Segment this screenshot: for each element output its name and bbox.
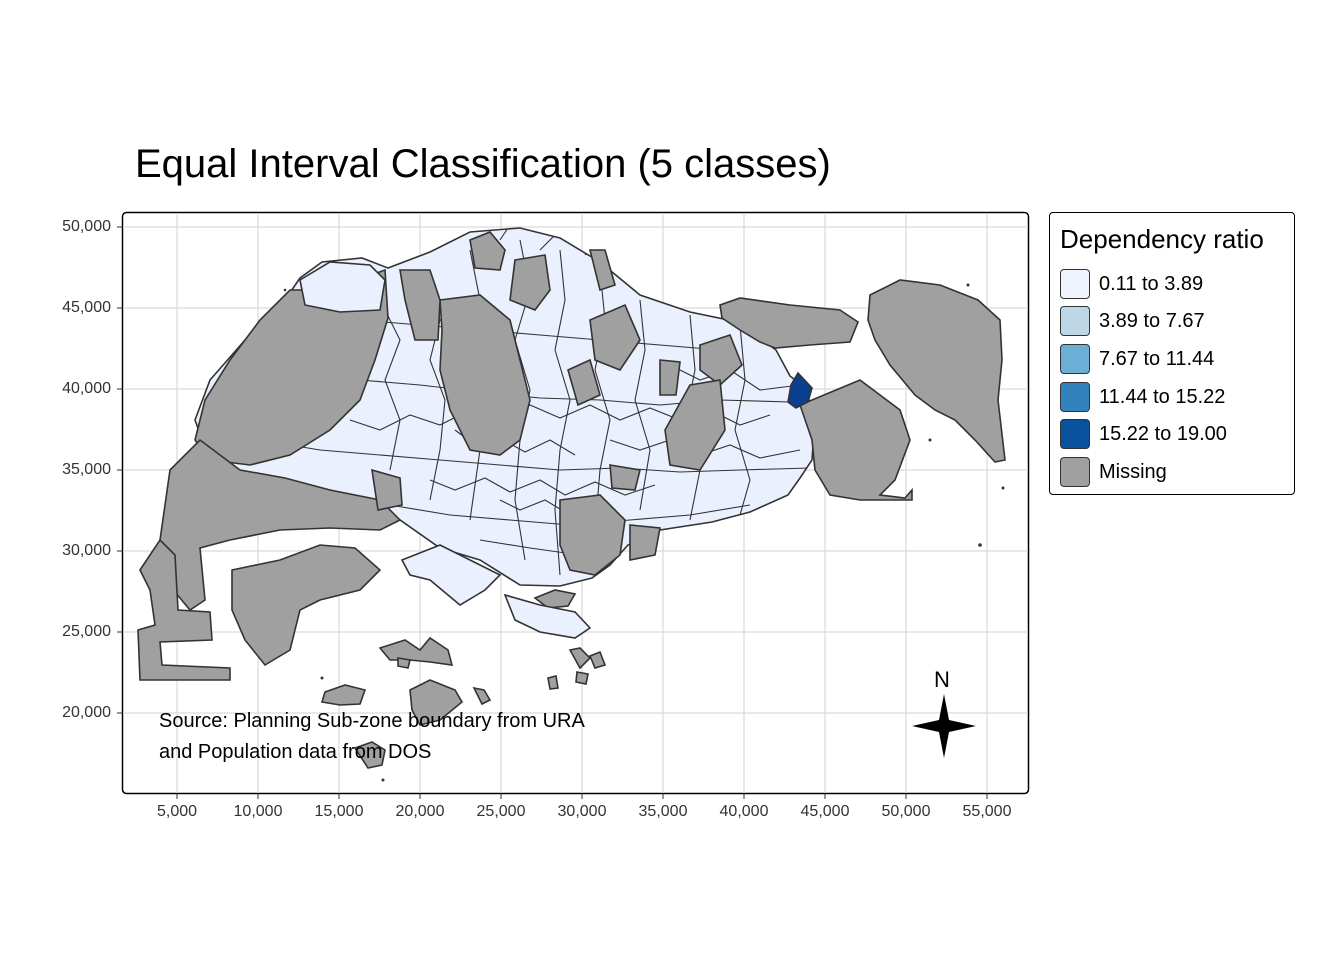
compass-icon [912,694,976,758]
lim-chu-kang-zone [299,261,386,313]
legend-swatch [1060,269,1090,299]
city-fringe [559,494,626,576]
map-title: Equal Interval Classification (5 classes… [135,142,831,186]
x-tick-label: 55,000 [962,803,1012,820]
inner-west-patch [371,468,403,511]
low-class-regions [299,261,592,639]
legend-item: 7.67 to 11.44 [1060,342,1214,376]
west-industrial [159,438,402,612]
y-tick-label: 30,000 [62,542,111,559]
western-catchment [194,268,389,466]
missing-regions [137,231,1006,769]
small-island-6 [575,671,589,685]
x-tick-label: 5,000 [156,803,198,820]
legend-title: Dependency ratio [1060,224,1264,254]
x-tick-label: 35,000 [638,803,688,820]
legend-label: 15.22 to 19.00 [1099,422,1227,445]
tampines-zone [609,464,641,491]
legend-swatch [1060,382,1090,412]
legend-item: Missing [1060,455,1167,489]
x-tick-label: 10,000 [233,803,283,820]
legend-swatch [1060,419,1090,449]
central-catchment [439,294,531,456]
x-tick-label: 40,000 [719,803,769,820]
y-tick-label: 45,000 [62,299,111,316]
punggol-zone [699,334,743,387]
y-tick-label: 50,000 [62,218,111,235]
credits-line: Source: Planning Sub-zone boundary from … [159,710,585,732]
y-tick-label: 25,000 [62,623,111,640]
southern-island-zone [503,593,592,639]
map-legend: Dependency ratio 0.11 to 3.89 3.89 to 7.… [1049,212,1295,495]
east-coast-fringe [629,524,661,561]
legend-item: 11.44 to 15.22 [1060,380,1225,414]
pulau-tekong [867,279,1006,463]
tuas-zone [137,538,231,681]
x-tick-label: 30,000 [557,803,607,820]
map-credits: Source: Planning Sub-zone boundary from … [159,706,585,768]
pulau-ubin [719,297,859,349]
legend-label: 7.67 to 11.44 [1099,347,1215,370]
legend-swatch [1060,344,1090,374]
highest-class-subzone [787,371,813,409]
tick-marks [117,226,988,799]
legend-item: 0.11 to 3.89 [1060,267,1203,301]
north-west-reserve [399,269,441,341]
mandai-strip [588,249,616,292]
seletar-zone [589,303,641,371]
southern-islands-b [320,684,367,706]
compass-north-label: N [934,667,950,692]
port-zone [400,544,502,606]
legend-item: 3.89 to 7.67 [1060,304,1205,338]
sembawang-zone [509,254,551,311]
x-tick-label: 15,000 [314,803,364,820]
central-east-patch [567,358,601,407]
legend-swatch [1060,457,1090,487]
x-tick-label: 45,000 [800,803,850,820]
legend-item: 15.22 to 19.00 [1060,417,1227,451]
small-island-5 [397,657,411,669]
y-tick-label: 20,000 [62,704,111,721]
island-dots [283,283,1005,782]
x-tick-label: 20,000 [395,803,445,820]
southern-islands-c [409,679,464,726]
small-island-3 [588,650,607,669]
paya-lebar-zone [664,379,726,471]
legend-label: Missing [1099,460,1167,483]
southern-islands-d [353,741,386,769]
north-reserve [469,231,506,271]
legend-label: 11.44 to 15.22 [1099,385,1226,408]
y-tick-label: 40,000 [62,380,111,397]
small-island-1 [472,686,492,706]
small-island-4 [547,675,559,690]
x-tick-label: 25,000 [476,803,526,820]
y-tick-label: 35,000 [62,461,111,478]
legend-swatch [1060,306,1090,336]
jurong-island [231,544,382,667]
legend-label: 3.89 to 7.67 [1099,309,1205,332]
x-tick-label: 50,000 [881,803,931,820]
changi-region [799,379,913,501]
north-east-patch [659,359,681,396]
credits-line: and Population data from DOS [159,741,432,763]
legend-label: 0.11 to 3.89 [1099,272,1204,295]
